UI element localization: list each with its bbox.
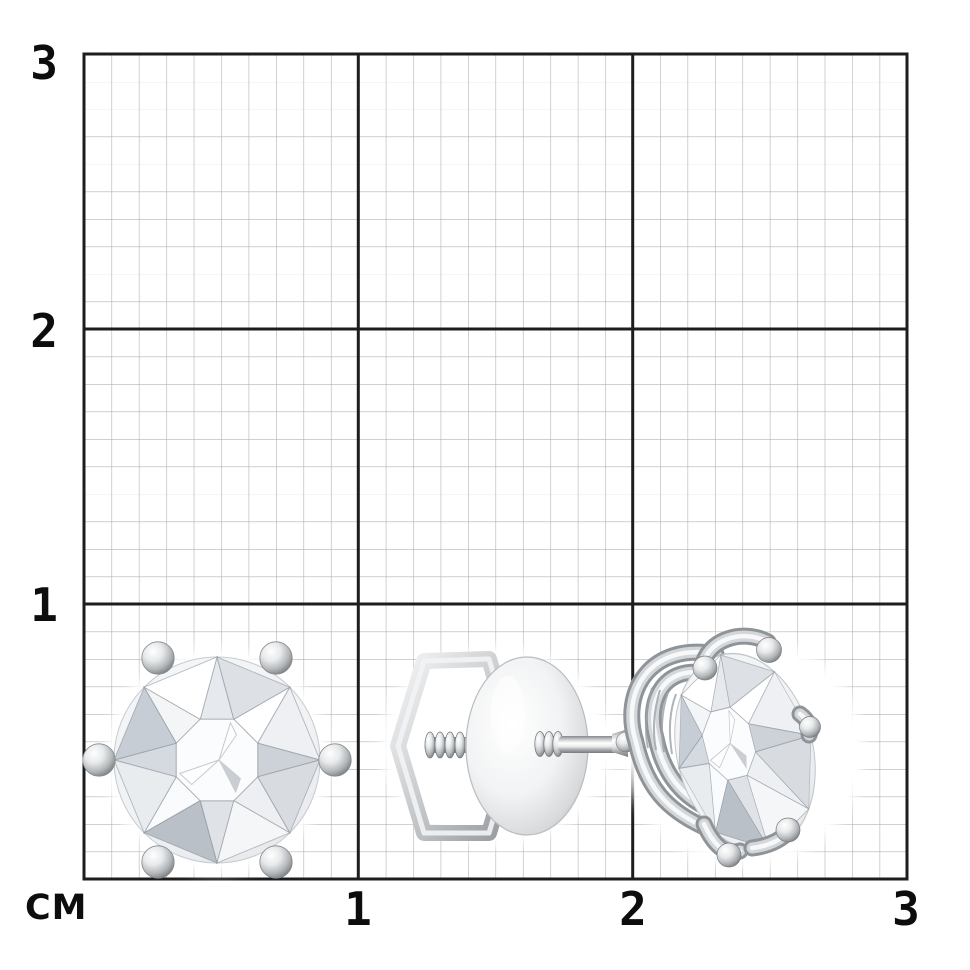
y-axis-label-2: 2 bbox=[30, 304, 58, 358]
claw-tip-balls bbox=[692, 637, 821, 868]
y-axis-label-1: 1 bbox=[30, 578, 58, 632]
x-axis-label-3: 3 bbox=[892, 882, 920, 936]
x-axis-label-2: 2 bbox=[619, 882, 647, 936]
thread-coil-left bbox=[424, 731, 466, 759]
y-axis-label-3: 3 bbox=[30, 36, 58, 90]
setting-basket bbox=[623, 643, 725, 835]
unit-label-cm: СМ bbox=[25, 888, 88, 928]
hex-frame bbox=[390, 651, 523, 841]
dome-highlight bbox=[491, 676, 525, 752]
x-axis-label-1: 1 bbox=[344, 882, 372, 936]
diamond-facets bbox=[112, 655, 322, 865]
diamond-stud-earring-front bbox=[82, 641, 352, 879]
prong-balls bbox=[82, 641, 352, 879]
major-gridlines bbox=[82, 52, 909, 881]
earring-post bbox=[558, 736, 622, 753]
diamond-stud-earring-side bbox=[623, 627, 821, 868]
